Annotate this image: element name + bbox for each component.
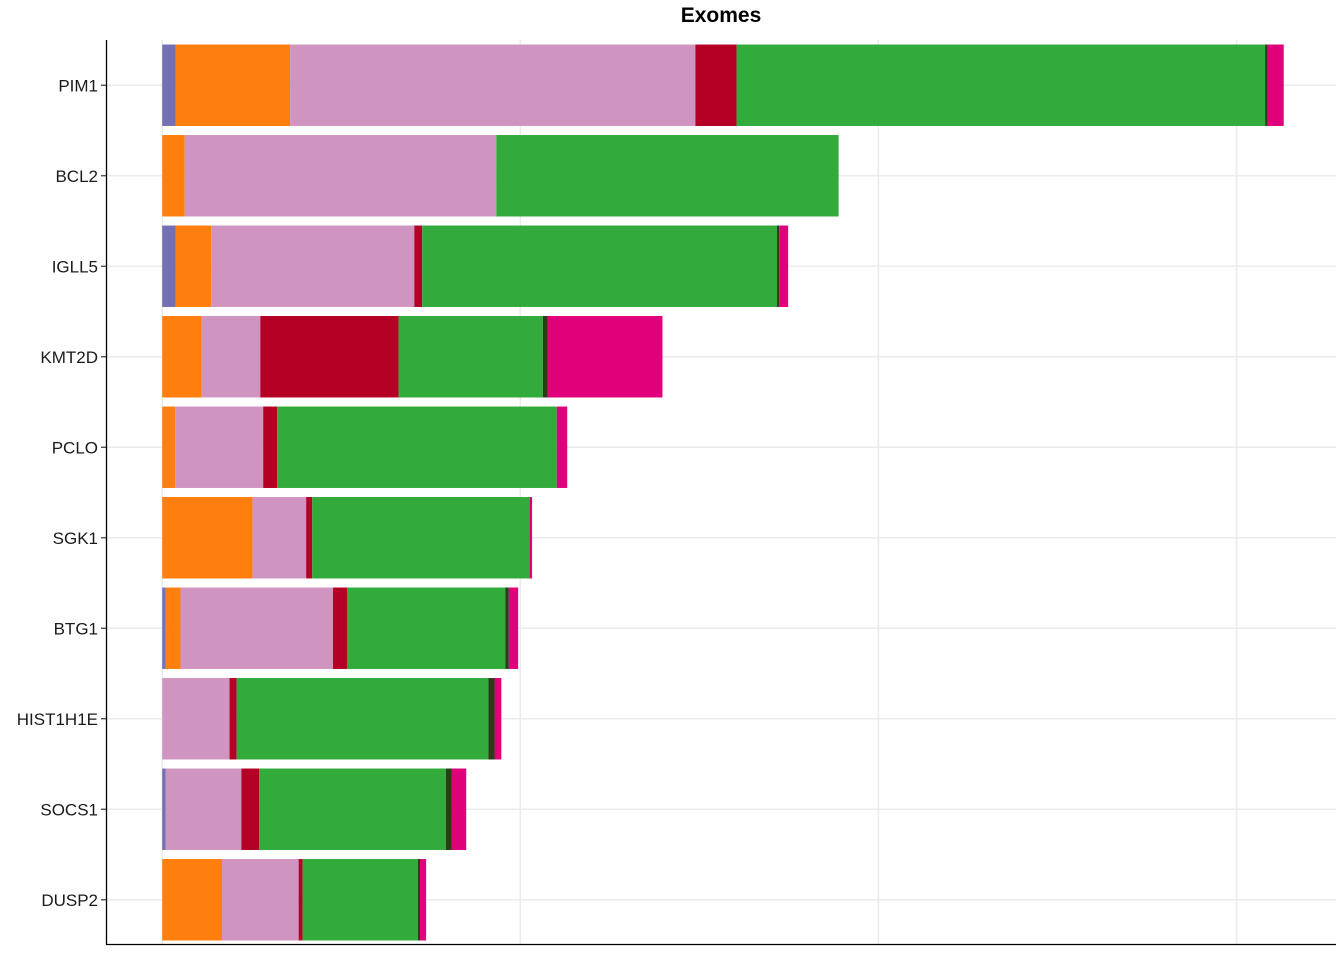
bar-segment [162, 44, 176, 126]
bar-segment [260, 316, 399, 398]
y-tick-label: BCL2 [55, 167, 98, 186]
bar-segment [165, 768, 242, 850]
bar-segment [162, 135, 185, 217]
bar-segment [162, 587, 166, 669]
bar-segment [175, 225, 212, 307]
bar-segment [162, 316, 202, 398]
bar-segment [346, 587, 506, 669]
bar-segment [420, 859, 427, 941]
bar-segment [312, 497, 530, 579]
bar-segment [162, 859, 223, 941]
bar-segment [290, 44, 696, 126]
bar-segment [508, 587, 519, 669]
y-tick-label: IGLL5 [52, 257, 98, 276]
bar-segment [496, 135, 839, 217]
bars [162, 44, 1284, 941]
bar-segment [162, 678, 230, 760]
bar-segment [184, 135, 497, 217]
y-tick-label: DUSP2 [41, 891, 98, 910]
bar-segment [488, 678, 495, 760]
bar-segment [165, 587, 181, 669]
y-tick-label: KMT2D [40, 348, 98, 367]
y-tick-label: PCLO [52, 438, 98, 457]
y-tick-label: PIM1 [58, 76, 98, 95]
bar-segment [505, 587, 509, 669]
bar-segment [302, 859, 418, 941]
bar-segment [1265, 44, 1268, 126]
bar-segment [445, 768, 452, 850]
y-tick-label: SGK1 [53, 529, 98, 548]
bar-segment [1267, 44, 1284, 126]
y-tick-label: HIST1H1E [17, 710, 98, 729]
bar-segment [175, 44, 291, 126]
bar-segment [777, 225, 780, 307]
bar-segment [252, 497, 307, 579]
bar-segment [222, 859, 299, 941]
bar-segment [162, 768, 166, 850]
bar-segment [175, 406, 264, 488]
bar-segment [236, 678, 489, 760]
bar-segment [162, 406, 176, 488]
bar-segment [298, 859, 303, 941]
bar-segment [277, 406, 557, 488]
bar-segment [695, 44, 737, 126]
y-tick-label: BTG1 [54, 619, 98, 638]
bar-segment [451, 768, 467, 850]
chart-title: Exomes [680, 4, 762, 27]
y-ticks: PIM1 BCL2 IGLL5 KMT2D PCLO SGK1 BTG1 HIST1H1E SO… [17, 76, 106, 910]
bar-segment [241, 768, 260, 850]
bar-segment [211, 225, 415, 307]
bar-segment [263, 406, 278, 488]
bar-segment [180, 587, 334, 669]
bar-segment [306, 497, 313, 579]
bar-segment [556, 406, 568, 488]
bar-segment [229, 678, 237, 760]
bar-segment [417, 859, 421, 941]
bar-segment [414, 225, 423, 307]
bar-segment [494, 678, 502, 760]
bar-segment [542, 316, 548, 398]
bar-segment [779, 225, 789, 307]
axes [105, 40, 1336, 946]
y-tick-label: SOCS1 [40, 800, 98, 819]
bar-segment [422, 225, 778, 307]
bar-segment [547, 316, 663, 398]
bar-segment [259, 768, 446, 850]
bar-segment [529, 497, 533, 579]
bar-segment [162, 497, 253, 579]
bar-segment [333, 587, 347, 669]
bar-segment [201, 316, 261, 398]
bar-segment [162, 225, 176, 307]
bar-segment [736, 44, 1266, 126]
bar-segment [398, 316, 543, 398]
